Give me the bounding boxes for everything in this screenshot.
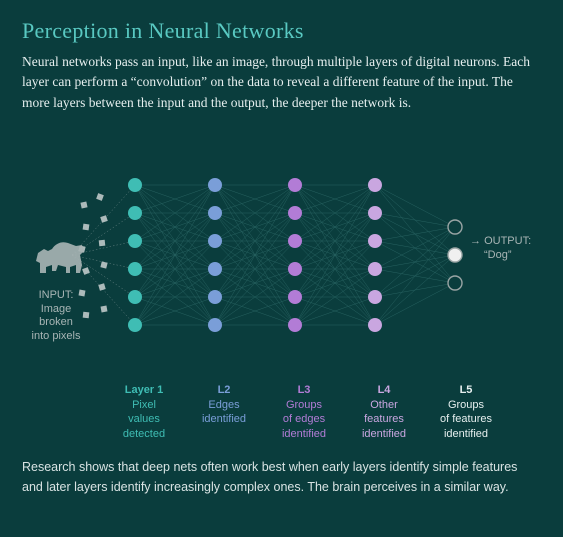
output-caption-line1: OUTPUT:	[484, 235, 531, 247]
layer-sub2: of features	[440, 412, 492, 426]
layer-label-l3: L3Groupsof edgesidentified	[264, 383, 344, 441]
infographic-title: Perception in Neural Networks	[22, 18, 541, 44]
output-caption: → OUTPUT: “Dog”	[470, 235, 531, 263]
dog-icon	[36, 242, 84, 273]
output-arrow-icon: →	[470, 235, 481, 247]
layer-label-l1: Layer 1Pixelvaluesdetected	[104, 383, 184, 441]
layer-sub3: identified	[444, 427, 488, 441]
layer-label-l4: L4Otherfeaturesidentified	[344, 383, 424, 441]
layer-label-l5: L5Groupsof featuresidentified	[424, 383, 508, 441]
layer-sub1: Pixel	[132, 398, 156, 412]
input-caption-line4: into pixels	[32, 330, 81, 342]
layer-sub2: of edges	[283, 412, 325, 426]
input-caption: INPUT: Image broken into pixels	[26, 289, 86, 344]
intro-paragraph: Neural networks pass an input, like an i…	[22, 52, 541, 113]
input-caption-line2: Image	[41, 303, 72, 315]
layer-sub2: features	[364, 412, 404, 426]
layer-sub3: identified	[362, 427, 406, 441]
network-svg	[22, 127, 541, 387]
layer-labels-row: Layer 1PixelvaluesdetectedL2Edgesidentif…	[22, 383, 541, 441]
layer-label-l2: L2Edgesidentified	[184, 383, 264, 441]
layer-sub3: detected	[123, 427, 165, 441]
footer-paragraph: Research shows that deep nets often work…	[22, 457, 541, 497]
output-caption-line2: “Dog”	[484, 249, 512, 263]
layer-sub1: Groups	[286, 398, 322, 412]
input-caption-line3: broken	[39, 316, 73, 328]
infographic-container: Perception in Neural Networks Neural net…	[0, 0, 563, 537]
layer-sub1: Edges	[208, 398, 239, 412]
layer-sub1: Groups	[448, 398, 484, 412]
layer-sub2: values	[128, 412, 160, 426]
layer-sub1: Other	[370, 398, 398, 412]
network-diagram: INPUT: Image broken into pixels → OUTPUT…	[22, 127, 541, 387]
layer-sub3: identified	[282, 427, 326, 441]
input-caption-line1: INPUT:	[39, 289, 74, 301]
layer-sub2: identified	[202, 412, 246, 426]
